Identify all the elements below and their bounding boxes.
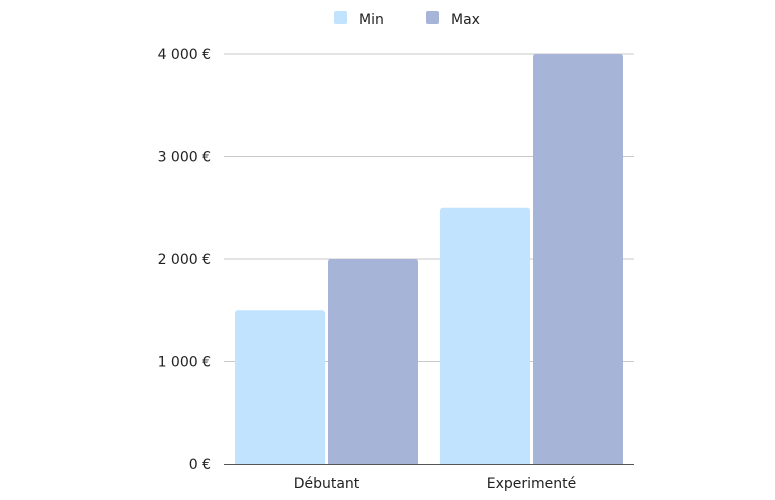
x-category-label: Débutant [294,476,360,492]
legend-label: Max [451,12,480,28]
legend-swatch [426,11,439,24]
legend-label: Min [359,12,384,28]
bar-min-1 [440,207,530,464]
y-tick-label: 0 € [189,457,211,473]
bars-layer [235,54,623,464]
y-tick-label: 3 000 € [158,150,211,166]
y-tick-label: 2 000 € [158,252,211,268]
axis-layer: 0 € 1 000 € 2 000 € 3 000 € 4 000 € Débutant E… [158,47,634,492]
bar-max-0 [328,259,418,464]
legend-item-min: Min [334,11,384,28]
legend-swatch [334,11,347,24]
legend: Min Max [334,11,480,28]
y-tick-label: 4 000 € [158,47,211,63]
x-category-label: Experimenté [487,476,577,492]
legend-item-max: Max [426,11,480,28]
y-tick-label: 1 000 € [158,355,211,371]
bar-max-1 [533,54,623,464]
bar-min-0 [235,310,325,464]
